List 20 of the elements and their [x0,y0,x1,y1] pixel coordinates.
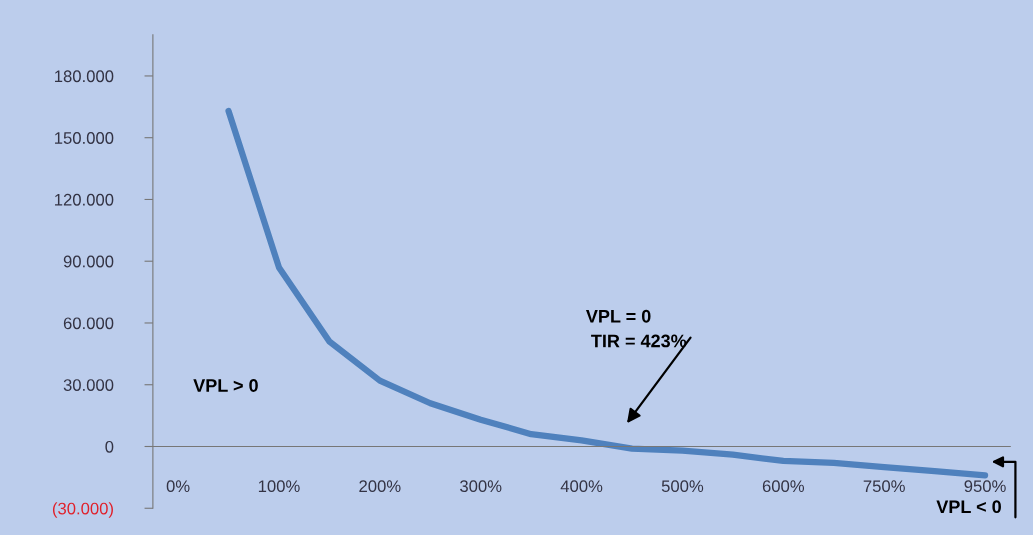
y-tick-label: 150.000 [55,132,114,144]
y-tick-label: 30.000 [63,379,114,391]
y-tick-label: 60.000 [63,317,114,330]
y-tick-label: 0 [105,440,114,453]
x-tick-label: 0% [166,480,190,493]
x-tick-label: 950% [964,480,1006,493]
y-tick-label: 120.000 [55,193,114,206]
x-tick-label: 750% [863,480,905,493]
x-tick-label: 100% [258,480,300,493]
y-tick-label: 90.000 [63,255,114,268]
x-tick-label: 200% [359,480,401,493]
x-tick-label: 500% [661,480,704,493]
annotation: VPL > 0 [193,379,258,392]
annotation: VPL = 0 TIR = 423% [585,309,687,348]
y-tick-label: 180.000 [55,70,114,83]
x-tick-label: 400% [560,480,603,493]
annotation: VPL < 0 [936,500,1001,514]
x-tick-label: 300% [460,480,502,493]
y-tick-label: (30.000) [52,502,113,518]
x-tick-label: 600% [762,480,805,493]
